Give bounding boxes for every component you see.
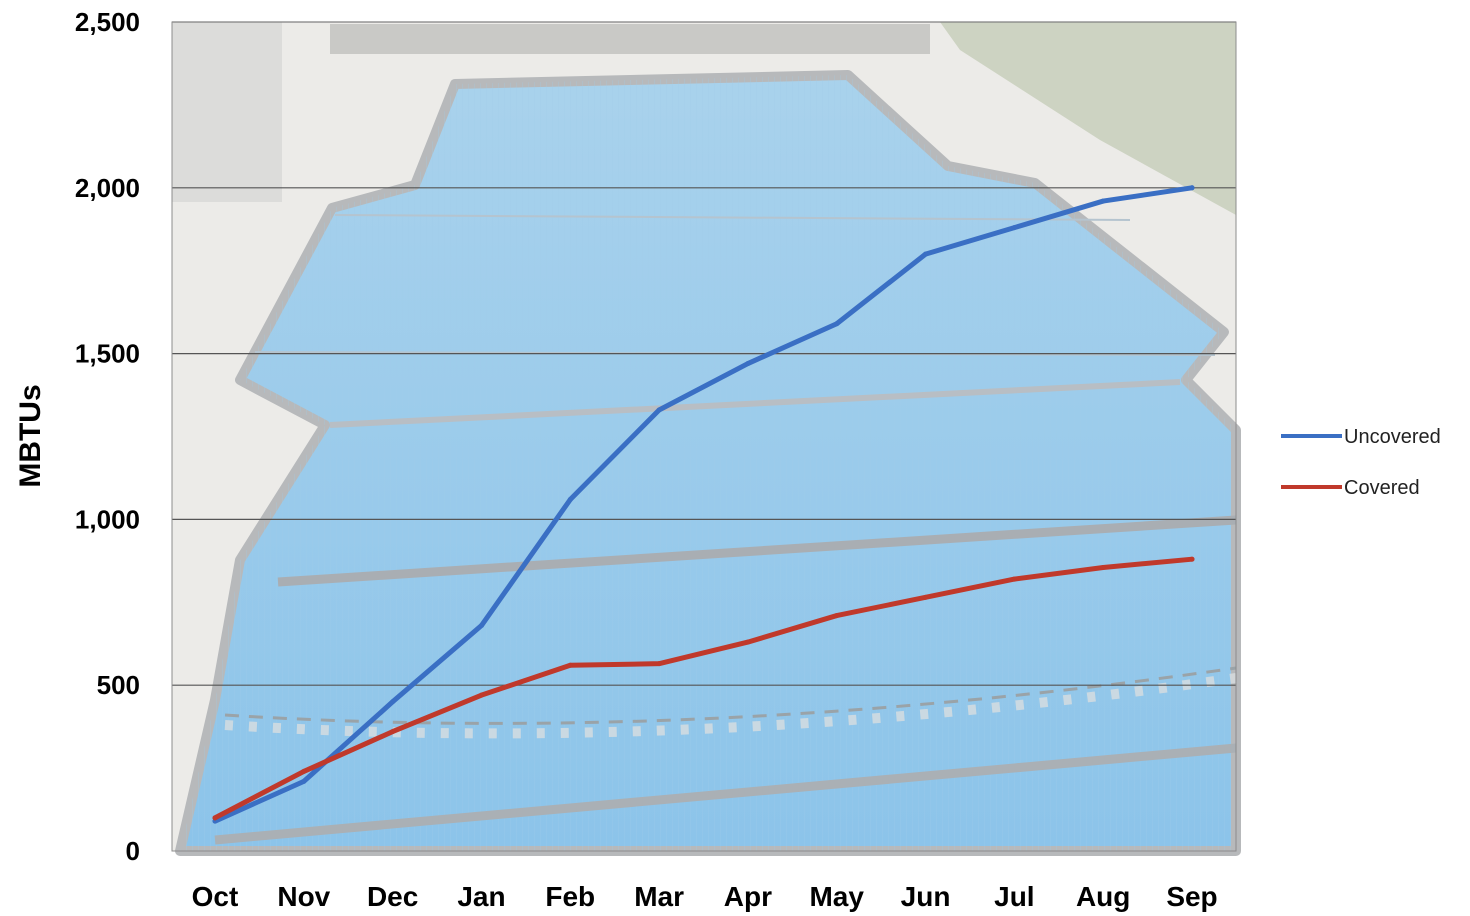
- x-tick-label-dec: Dec: [367, 881, 418, 912]
- plot-area-frame: [171, 21, 1237, 852]
- legend: Uncovered Covered: [1281, 426, 1441, 499]
- data-point-covered-apr: [745, 639, 751, 645]
- series-line-covered: [212, 556, 1195, 821]
- data-point-covered-jun: [923, 594, 929, 600]
- data-point-uncovered-dec: [390, 699, 396, 705]
- x-tick-label-sep: Sep: [1166, 881, 1217, 912]
- y-tick-label: 2,000: [75, 173, 140, 203]
- x-tick-labels: Oct Nov Dec Jan Feb Mar Apr May Jun Jul Aug Sep: [192, 881, 1218, 912]
- data-point-covered-oct: [212, 815, 218, 821]
- y-tick-label: 2,500: [75, 7, 140, 37]
- data-point-covered-nov: [301, 768, 307, 774]
- data-point-uncovered-aug: [1100, 198, 1106, 204]
- y-axis-title: MBTUs: [14, 384, 47, 487]
- x-tick-label-nov: Nov: [277, 881, 330, 912]
- data-point-uncovered-apr: [745, 361, 751, 367]
- y-tick-label: 1,000: [75, 504, 140, 534]
- data-point-covered-aug: [1100, 564, 1106, 570]
- x-tick-label-jul: Jul: [994, 881, 1034, 912]
- series-lines: [212, 185, 1195, 824]
- data-point-covered-jul: [1011, 576, 1017, 582]
- data-point-uncovered-jul: [1011, 225, 1017, 231]
- x-tick-label-aug: Aug: [1076, 881, 1130, 912]
- data-point-uncovered-feb: [567, 497, 573, 503]
- data-point-covered-sep: [1189, 556, 1195, 562]
- data-point-covered-jan: [478, 692, 484, 698]
- x-tick-label-oct: Oct: [192, 881, 239, 912]
- legend-label-uncovered: Uncovered: [1344, 426, 1441, 448]
- series-line-uncovered: [212, 185, 1195, 824]
- y-tick-labels: 0 500 1,000 1,500 2,000 2,500: [75, 7, 140, 866]
- y-tick-label: 0: [126, 836, 140, 866]
- x-tick-label-jun: Jun: [901, 881, 951, 912]
- y-tick-label: 1,500: [75, 339, 140, 369]
- background-pool-photo: [172, 22, 1241, 856]
- data-point-uncovered-sep: [1189, 185, 1195, 191]
- data-point-uncovered-jan: [478, 623, 484, 629]
- data-point-uncovered-may: [834, 321, 840, 327]
- data-point-covered-feb: [567, 662, 573, 668]
- data-point-uncovered-nov: [301, 778, 307, 784]
- data-point-uncovered-jun: [923, 251, 929, 257]
- x-tick-label-jan: Jan: [457, 881, 505, 912]
- data-point-covered-mar: [656, 661, 662, 667]
- x-tick-label-may: May: [809, 881, 864, 912]
- y-tick-label: 500: [97, 670, 140, 700]
- x-tick-label-apr: Apr: [724, 881, 772, 912]
- data-point-covered-may: [834, 613, 840, 619]
- x-tick-label-mar: Mar: [634, 881, 684, 912]
- x-tick-label-feb: Feb: [545, 881, 595, 912]
- legend-label-covered: Covered: [1344, 477, 1420, 499]
- data-point-covered-dec: [390, 729, 396, 735]
- data-point-uncovered-mar: [656, 407, 662, 413]
